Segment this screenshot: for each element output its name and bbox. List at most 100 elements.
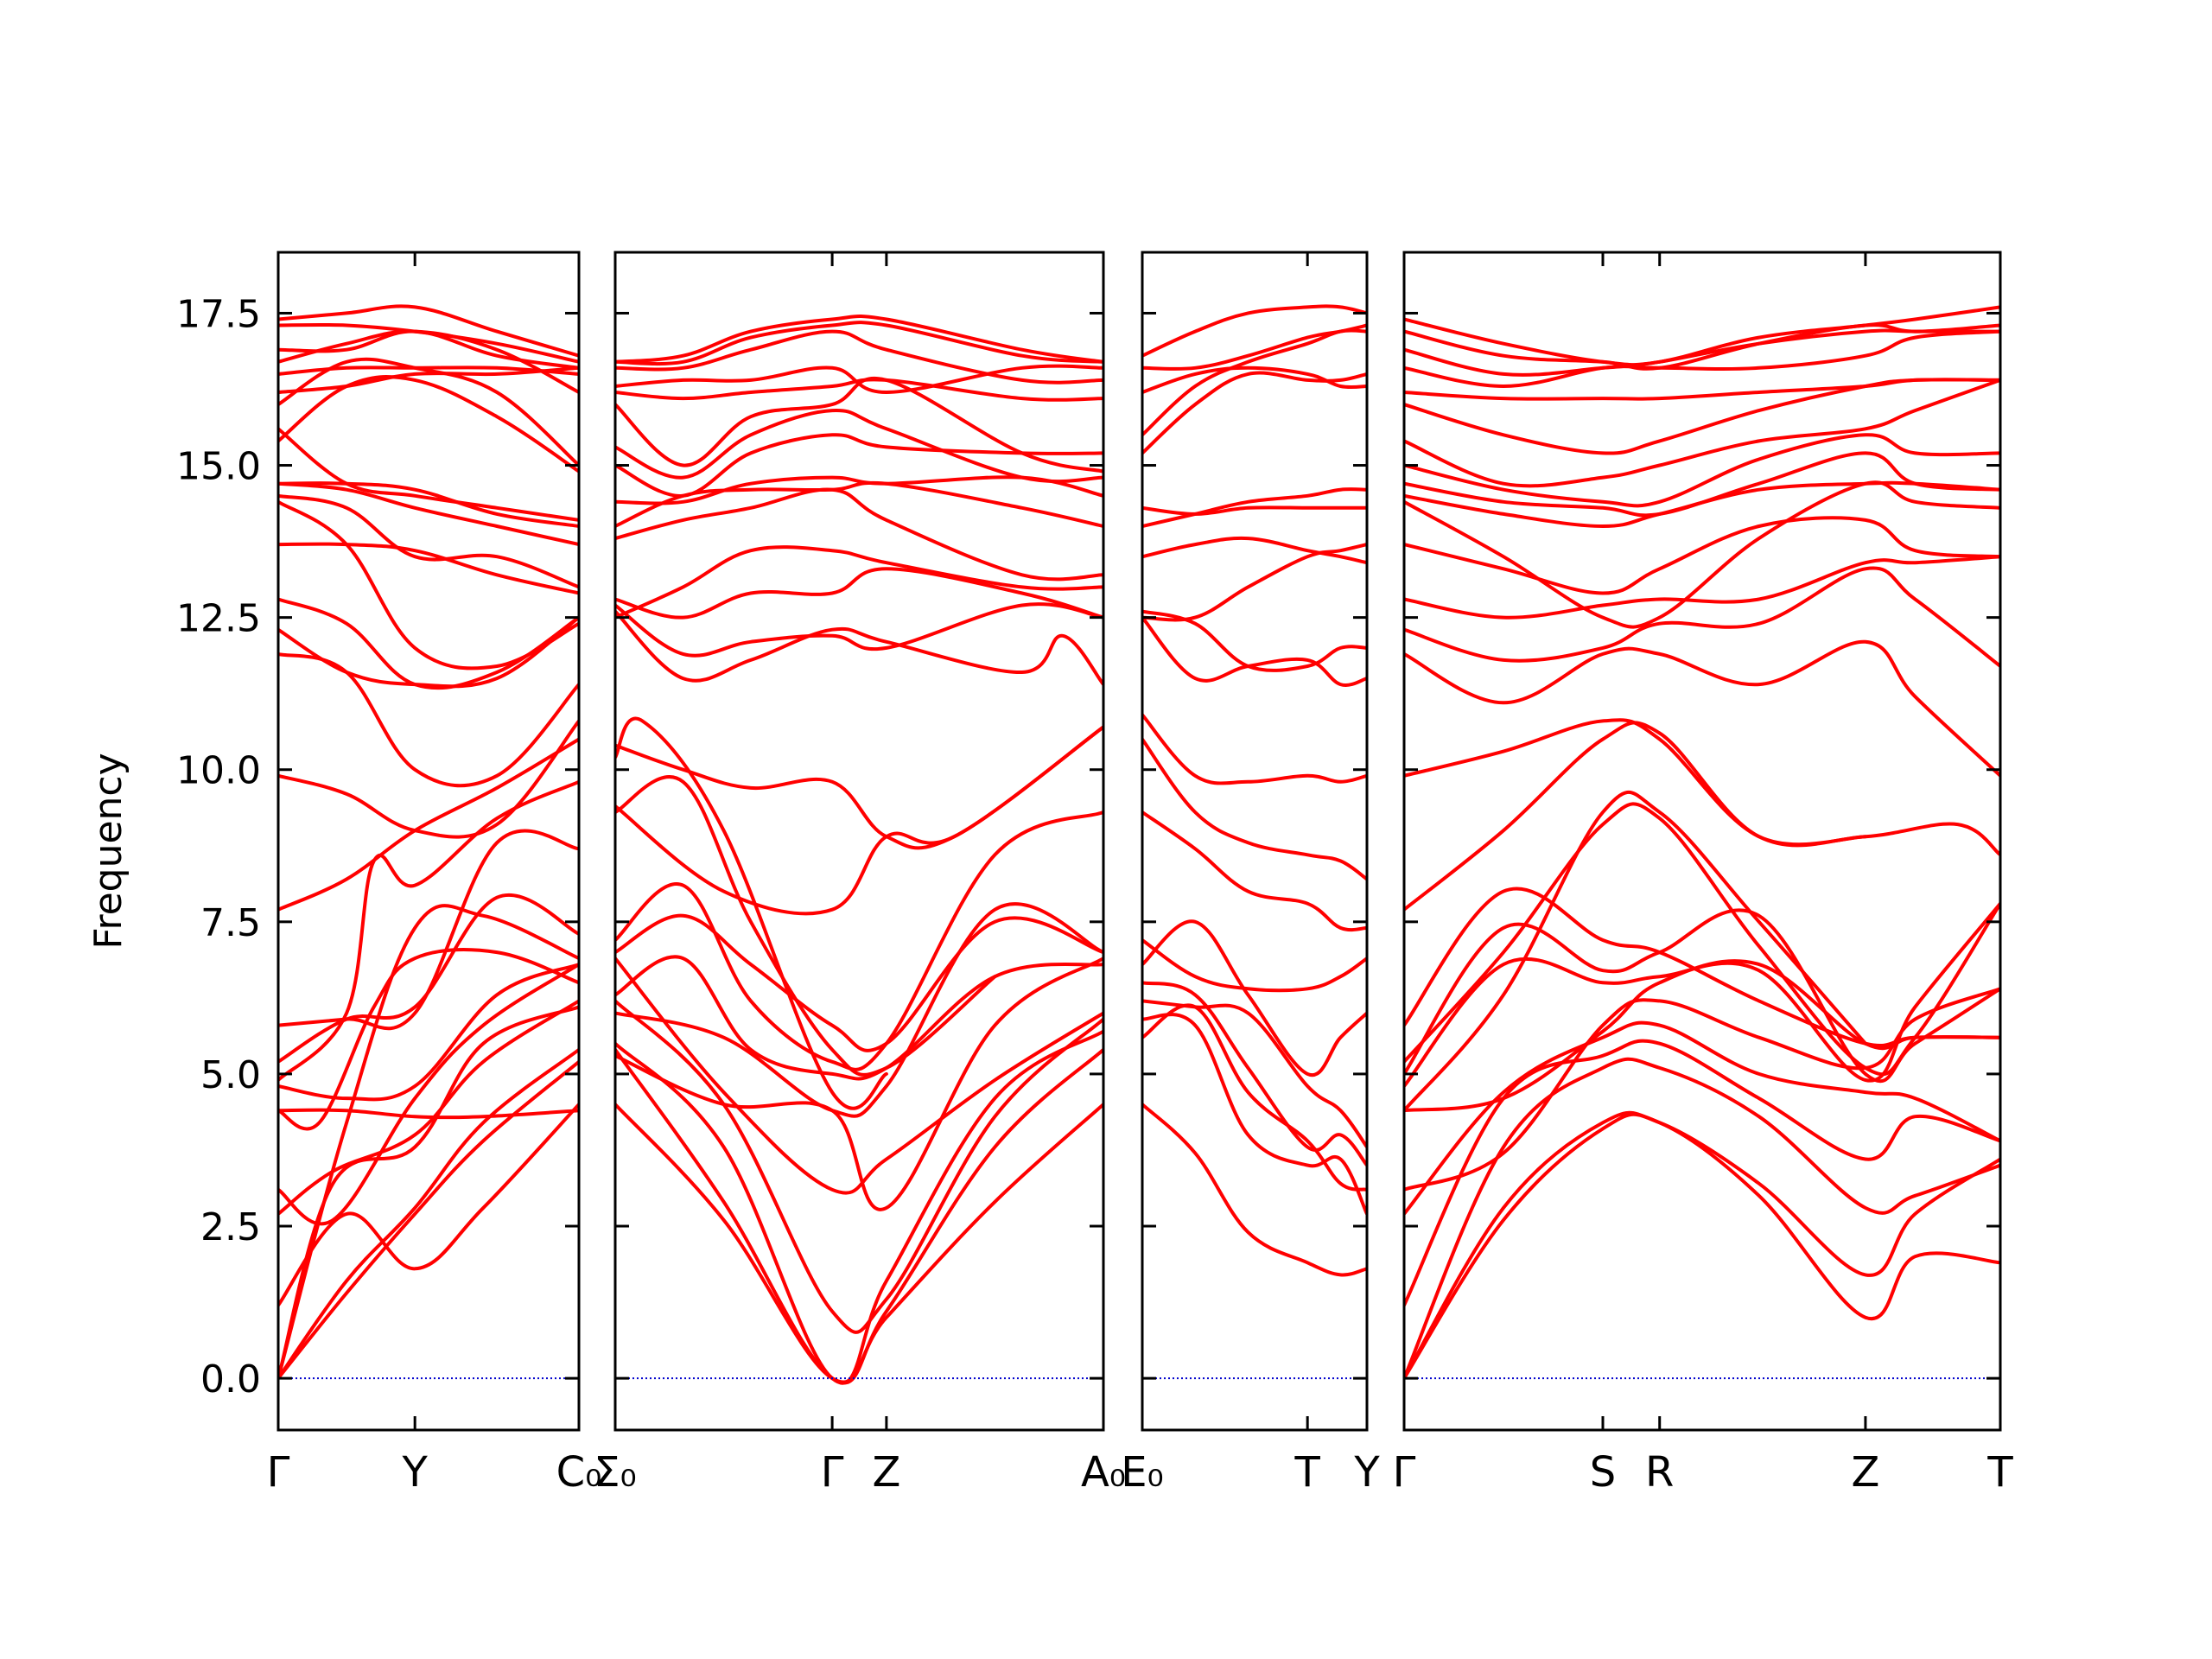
band-line	[1142, 938, 1367, 993]
band-line	[278, 481, 579, 528]
band-line	[278, 499, 579, 671]
band-line	[278, 481, 579, 547]
band-line	[1404, 790, 1867, 1113]
band-line	[615, 567, 1103, 620]
x-tick-label: C₀	[556, 1448, 602, 1497]
band-line	[615, 475, 1103, 505]
y-tick-label: 12.5	[176, 597, 261, 641]
band-line	[278, 737, 579, 912]
band-line	[278, 597, 579, 690]
band-line	[1142, 1103, 1367, 1277]
band-line	[278, 1103, 579, 1307]
band-line	[1404, 1039, 2000, 1307]
axes-frame	[1141, 251, 1369, 1432]
band-line	[278, 719, 579, 839]
bands	[615, 315, 1103, 1385]
y-tick-label: 17.5	[176, 292, 261, 336]
band-line	[1404, 908, 2000, 1084]
bands	[278, 304, 579, 1381]
band-line	[1404, 1020, 2000, 1216]
band-line	[615, 329, 1103, 385]
band-line	[1142, 365, 1367, 394]
band-line	[1142, 999, 1367, 1149]
band-line	[615, 545, 1103, 620]
band-line	[615, 602, 1103, 658]
x-tick-label: T	[1986, 1448, 2013, 1497]
y-tick-label: 0.0	[200, 1357, 261, 1402]
band-line	[615, 321, 1103, 366]
x-tick-label: Y	[402, 1448, 429, 1497]
x-tick-label: Z	[872, 1448, 900, 1497]
band-line	[1404, 1110, 2000, 1381]
axes-frame	[276, 251, 581, 1432]
band-line	[278, 893, 579, 1064]
band-line	[615, 810, 1103, 1071]
band-line	[615, 1047, 1103, 1385]
band-line	[1404, 639, 2000, 778]
band-line	[1404, 451, 2000, 518]
band-line	[615, 725, 1103, 916]
band-line	[278, 365, 579, 394]
y-tick-label: 5.0	[200, 1053, 261, 1097]
band-line	[1142, 810, 1367, 932]
band-line	[278, 652, 579, 788]
band-line	[615, 377, 1103, 474]
band-line	[1404, 305, 2000, 367]
band-line	[278, 963, 579, 1102]
band-line	[1404, 1112, 2000, 1381]
band-line	[615, 999, 1103, 1334]
x-tick-label: Z	[1851, 1448, 1879, 1497]
panel-2: Σ₀ Γ Z A₀	[594, 251, 1126, 1497]
band-line	[1142, 737, 1367, 881]
band-line	[615, 609, 1103, 687]
x-tick-label: A₀	[1081, 1448, 1126, 1497]
band-line	[615, 902, 1103, 1118]
band-line	[1404, 329, 2000, 388]
band-line	[1142, 536, 1367, 565]
band-line	[278, 427, 579, 522]
band-line	[1404, 1057, 2000, 1381]
band-line	[1404, 802, 2000, 1077]
band-line	[1142, 1003, 1367, 1192]
band-line	[1142, 615, 1367, 687]
x-tick-label: Γ	[821, 1448, 844, 1497]
band-line	[615, 409, 1103, 484]
band-line	[278, 829, 579, 1031]
band-line	[1404, 323, 2000, 371]
band-line	[278, 1047, 579, 1381]
axes-frame	[1402, 251, 2002, 1432]
band-line	[278, 357, 579, 467]
x-tick-label: Σ₀	[594, 1448, 637, 1497]
y-tick-label: 2.5	[200, 1205, 261, 1249]
band-line	[1142, 1013, 1367, 1216]
band-line	[615, 378, 1103, 402]
band-line	[1404, 901, 2000, 1088]
band-line	[1142, 304, 1367, 358]
band-line	[278, 322, 579, 364]
band-line	[1404, 887, 2000, 1048]
band-line	[1404, 378, 2000, 488]
band-line	[615, 364, 1103, 394]
y-tick-label: 7.5	[200, 901, 261, 945]
band-line	[278, 542, 579, 595]
band-line	[615, 1103, 1103, 1384]
band-line	[615, 487, 1103, 582]
y-tick-label: 15.0	[176, 445, 261, 489]
band-line	[615, 1029, 1103, 1385]
panel-3: E₀ T Y	[1121, 251, 1380, 1497]
band-line	[1142, 505, 1367, 516]
bands	[1404, 305, 2000, 1381]
band-line	[278, 1059, 579, 1381]
band-line	[615, 957, 1103, 1211]
x-tick-label: S	[1590, 1448, 1616, 1497]
band-line	[278, 948, 579, 1131]
band-line	[1404, 566, 2000, 668]
y-axis-label: Frequency	[86, 753, 130, 949]
band-line	[1404, 987, 2000, 1192]
band-line	[1142, 323, 1367, 371]
x-tick-label: R	[1645, 1448, 1674, 1497]
band-line	[1142, 713, 1367, 785]
